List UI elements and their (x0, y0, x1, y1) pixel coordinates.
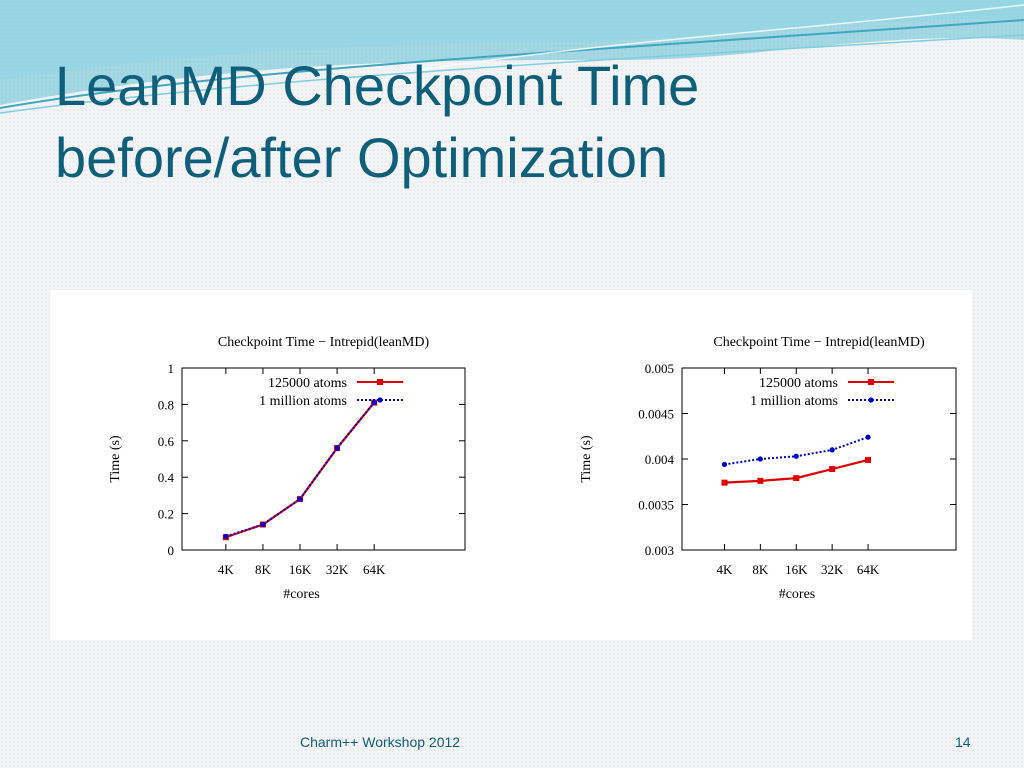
y-tick-label: 0.0035 (638, 498, 674, 513)
data-point-125000-atoms (757, 477, 764, 484)
y-tick-label: 0 (168, 543, 175, 558)
chart-title: Checkpoint Time − Intrepid(leanMD) (218, 335, 430, 350)
data-point-125000-atoms (721, 479, 728, 486)
x-tick-label: 32K (326, 562, 349, 577)
footer-workshop: Charm++ Workshop 2012 (300, 734, 461, 750)
x-tick-label: 64K (857, 562, 880, 577)
data-point-1-million-atoms (371, 399, 377, 406)
chart-title: Checkpoint Time − Intrepid(leanMD) (713, 335, 925, 350)
data-point-1-million-atoms (297, 496, 303, 502)
series-line-1-million-atoms (724, 436, 869, 466)
y-tick-label: 0.2 (158, 507, 174, 522)
title-line-2: before/after Optimization (55, 126, 669, 189)
checkpoint-time-chart-left: Checkpoint Time − Intrepid(leanMD) 0 0.2 0.… (108, 335, 466, 602)
checkpoint-time-chart-right: Checkpoint Time − Intrepid(leanMD) 0.003 0… (579, 335, 957, 602)
decorative-wave-banner (0, 0, 1024, 114)
legend-label: 125000 atoms (759, 376, 838, 391)
legend-label: 1 million atoms (750, 394, 838, 409)
x-tick-label: 64K (363, 562, 386, 577)
x-tick-label: 4K (717, 562, 734, 577)
y-tick-label: 0.003 (645, 543, 674, 558)
y-tick-label: 0.0045 (638, 407, 674, 422)
chart-panel-left: Checkpoint Time − Intrepid(leanMD) 0 0.2 0.… (50, 290, 520, 640)
data-point-1-million-atoms (829, 447, 835, 453)
y-tick-label: 1 (168, 361, 175, 376)
data-point-1-million-atoms (223, 533, 229, 539)
data-point-125000-atoms (829, 466, 836, 473)
chart-panel-right: Checkpoint Time − Intrepid(leanMD) 0.003 0… (520, 290, 972, 640)
data-point-125000-atoms (793, 475, 800, 482)
data-point-1-million-atoms (260, 521, 266, 528)
x-tick-label: 32K (821, 562, 844, 577)
plot-frame (181, 367, 466, 551)
data-point-1-million-atoms (721, 461, 728, 468)
x-tick-label: 16K (289, 562, 312, 577)
data-point-1-million-atoms (334, 445, 340, 451)
page-number: 14 (955, 734, 971, 750)
legend-swatch-marker (377, 379, 383, 385)
x-axis-label: #cores (283, 587, 320, 602)
slide-title: LeanMD Checkpoint Time before/after Opti… (55, 50, 955, 194)
y-axis-label: Time (s) (108, 435, 123, 483)
x-tick-label: 8K (752, 562, 769, 577)
data-point-1-million-atoms (757, 456, 763, 462)
y-tick-label: 0.004 (645, 452, 675, 467)
y-axis-label: Time (s) (579, 435, 594, 483)
y-tick-label: 0.4 (158, 470, 175, 485)
data-point-1-million-atoms (865, 434, 871, 440)
legend-swatch-marker (868, 397, 874, 403)
legend-swatch-marker (377, 397, 383, 403)
data-point-1-million-atoms (793, 453, 799, 459)
series-line-125000-atoms (225, 401, 376, 539)
y-tick-label: 0.8 (158, 397, 174, 412)
y-tick-label: 0.6 (158, 434, 175, 449)
legend-label: 125000 atoms (268, 376, 347, 391)
legend-swatch-marker (868, 379, 874, 385)
title-line-1: LeanMD Checkpoint Time (55, 54, 700, 117)
data-point-125000-atoms (865, 456, 872, 463)
x-tick-label: 8K (255, 562, 271, 577)
x-tick-label: 4K (218, 562, 235, 577)
x-axis-label: #cores (779, 587, 816, 602)
y-tick-label: 0.005 (645, 361, 674, 376)
legend-label: 1 million atoms (259, 394, 347, 409)
x-tick-label: 16K (785, 562, 808, 577)
series-line-1-million-atoms (225, 401, 375, 538)
